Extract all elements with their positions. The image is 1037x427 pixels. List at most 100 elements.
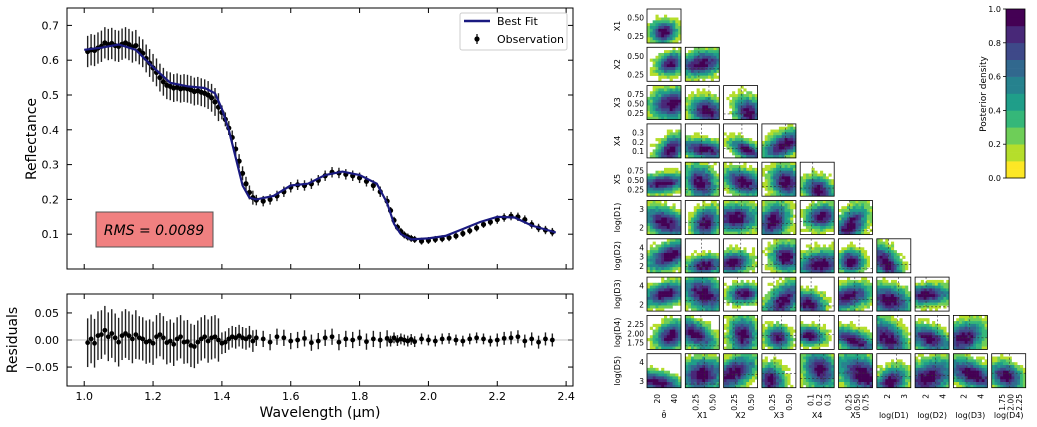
density-bin: [773, 220, 777, 224]
density-bin: [666, 294, 670, 298]
density-bin: [764, 226, 768, 230]
density-bin: [943, 282, 947, 286]
density-bin: [847, 291, 851, 295]
density-bin: [776, 182, 780, 186]
residuals-y-tick-label: −0.05: [25, 361, 59, 374]
density-bin: [707, 61, 712, 65]
density-bin: [710, 252, 714, 257]
residual-point: [522, 338, 528, 344]
density-bin: [652, 173, 656, 177]
density-bin: [658, 113, 662, 118]
density-bin: [707, 269, 712, 274]
density-bin: [688, 343, 692, 347]
density-bin: [649, 264, 653, 268]
density-bin: [716, 102, 720, 106]
density-bin: [743, 113, 747, 118]
density-bin: [713, 184, 717, 188]
density-bin: [890, 250, 895, 254]
density-bin: [661, 220, 665, 224]
density-bin: [737, 187, 741, 191]
density-bin: [864, 258, 868, 262]
corner-row-tick-label: 0.50: [627, 176, 644, 185]
density-bin: [890, 302, 895, 306]
density-bin: [864, 302, 868, 306]
density-bin: [781, 279, 785, 284]
density-bin: [770, 250, 774, 254]
density-bin: [822, 294, 826, 298]
density-bin: [734, 111, 739, 115]
density-bin: [740, 267, 744, 271]
density-bin: [732, 170, 736, 174]
density-bin: [790, 226, 794, 230]
density-bin: [664, 152, 668, 156]
density-bin: [751, 184, 756, 188]
density-bin: [707, 308, 712, 312]
density-bin: [770, 187, 774, 191]
density-bin: [729, 267, 733, 271]
density-bin: [693, 140, 697, 145]
density-bin: [808, 226, 812, 230]
density-bin: [770, 308, 774, 312]
density-bin: [784, 258, 788, 262]
density-bin: [754, 140, 758, 145]
residual-point: [529, 336, 535, 342]
density-bin: [784, 167, 788, 171]
density-bin: [655, 285, 659, 289]
density-bin: [934, 279, 939, 284]
density-bin: [734, 184, 739, 188]
density-bin: [723, 206, 727, 210]
corner-cell-frame: [838, 238, 873, 274]
density-bin: [699, 323, 703, 328]
density-bin: [734, 231, 739, 235]
density-bin: [675, 209, 679, 213]
density-bin: [705, 167, 709, 171]
density-bin: [866, 203, 870, 207]
density-bin: [661, 52, 665, 57]
density-bin: [666, 299, 670, 303]
density-bin: [773, 296, 777, 301]
density-bin: [773, 132, 777, 136]
density-bin: [675, 108, 679, 112]
density-bin: [787, 140, 791, 145]
density-bin: [666, 61, 670, 65]
density-bin: [764, 217, 768, 221]
density-bin: [751, 302, 756, 306]
density-bin: [764, 308, 768, 312]
density-bin: [743, 138, 747, 142]
density-bin: [655, 55, 659, 59]
density-bin: [778, 220, 783, 224]
density-bin: [869, 288, 873, 292]
density-bin: [793, 302, 797, 306]
corner-cell: [761, 161, 797, 197]
density-bin: [814, 193, 818, 197]
density-bin: [751, 228, 756, 232]
density-bin: [707, 329, 712, 333]
density-bin: [790, 299, 794, 303]
density-bin: [751, 211, 756, 215]
residual-point: [391, 335, 397, 341]
density-bin: [713, 47, 717, 51]
density-bin: [740, 85, 744, 89]
density-bin: [666, 323, 670, 328]
density-bin: [705, 149, 709, 153]
density-bin: [838, 226, 842, 230]
density-bin: [655, 217, 659, 221]
density-bin: [855, 226, 859, 230]
density-bin: [710, 102, 714, 106]
density-bin: [767, 173, 771, 177]
density-bin: [770, 146, 774, 150]
density-bin: [773, 167, 777, 171]
density-bin: [661, 305, 665, 309]
density-bin: [890, 294, 895, 298]
density-bin: [672, 96, 676, 101]
density-bin: [852, 214, 856, 218]
density-bin: [831, 217, 835, 221]
density-bin: [705, 321, 709, 325]
density-bin: [696, 58, 700, 62]
density-bin: [699, 294, 703, 298]
density-bin: [754, 155, 758, 159]
density-bin: [787, 244, 791, 248]
density-bin: [820, 170, 824, 174]
density-bin: [781, 244, 785, 248]
density-bin: [805, 220, 809, 224]
